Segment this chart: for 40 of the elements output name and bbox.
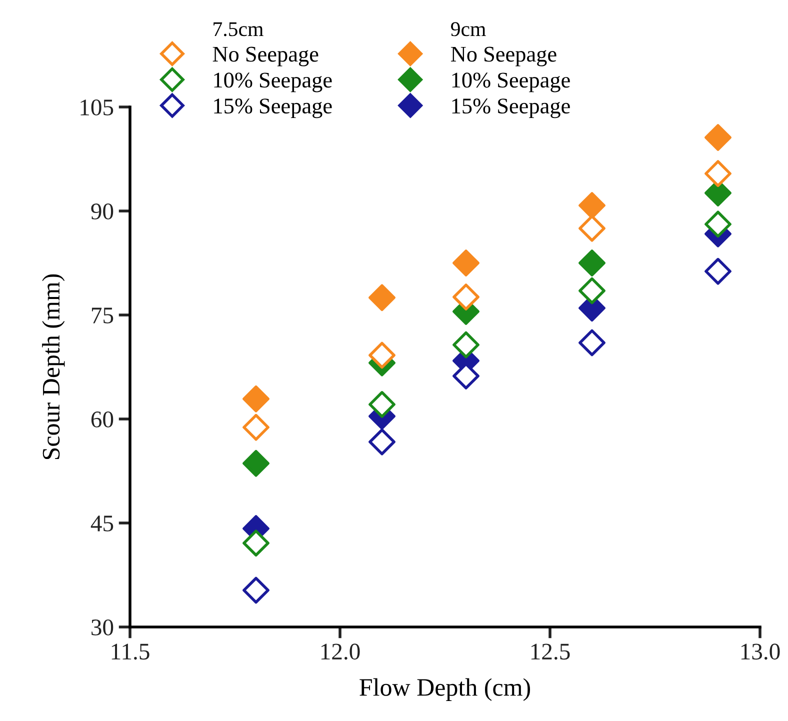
- legend-label: 10% Seepage: [214, 72, 332, 92]
- y-tick-label: 30: [92, 619, 114, 636]
- point: [704, 124, 732, 151]
- text: 7.5cm: [214, 22, 264, 36]
- legend-label: No Seepage: [450, 46, 556, 66]
- legend-label: 15% Seepage: [452, 98, 570, 118]
- point: [368, 391, 396, 418]
- point: [242, 576, 270, 604]
- legend-label: 15% Seepage: [214, 98, 332, 118]
- point: [242, 530, 270, 557]
- point: [578, 192, 606, 219]
- point: [704, 160, 732, 187]
- x-tick-label: 11.5: [112, 644, 150, 660]
- point: [368, 284, 396, 312]
- y-tick-label: 75: [92, 308, 114, 324]
- point: [578, 250, 606, 276]
- y-tick-label: 90: [91, 203, 114, 220]
- text: 9cm: [450, 22, 486, 36]
- point: [578, 329, 606, 356]
- point: [242, 385, 270, 412]
- point: [368, 428, 396, 456]
- y-tick-label: 45: [90, 516, 114, 532]
- point: [704, 258, 732, 285]
- point: [242, 450, 270, 477]
- point: [452, 331, 480, 358]
- y-tick-label: 105: [80, 99, 114, 116]
- point: [368, 342, 396, 369]
- x-tick-label: 12.5: [531, 644, 570, 660]
- legend-label: No Seepage: [212, 46, 318, 66]
- point: [578, 277, 606, 304]
- x-tick-label: 12.0: [321, 644, 360, 660]
- point: [242, 414, 270, 441]
- x-tick-label: 13.0: [741, 644, 780, 660]
- legend-label: 10% Seepage: [452, 72, 570, 92]
- x-axis-title: Flow Depth (cm): [360, 678, 530, 701]
- y-tick-label: 60: [91, 411, 114, 428]
- point: [704, 210, 732, 238]
- point: [452, 284, 480, 310]
- point: [452, 250, 480, 276]
- y-axis-title: Scour Depth (mm): [42, 274, 65, 460]
